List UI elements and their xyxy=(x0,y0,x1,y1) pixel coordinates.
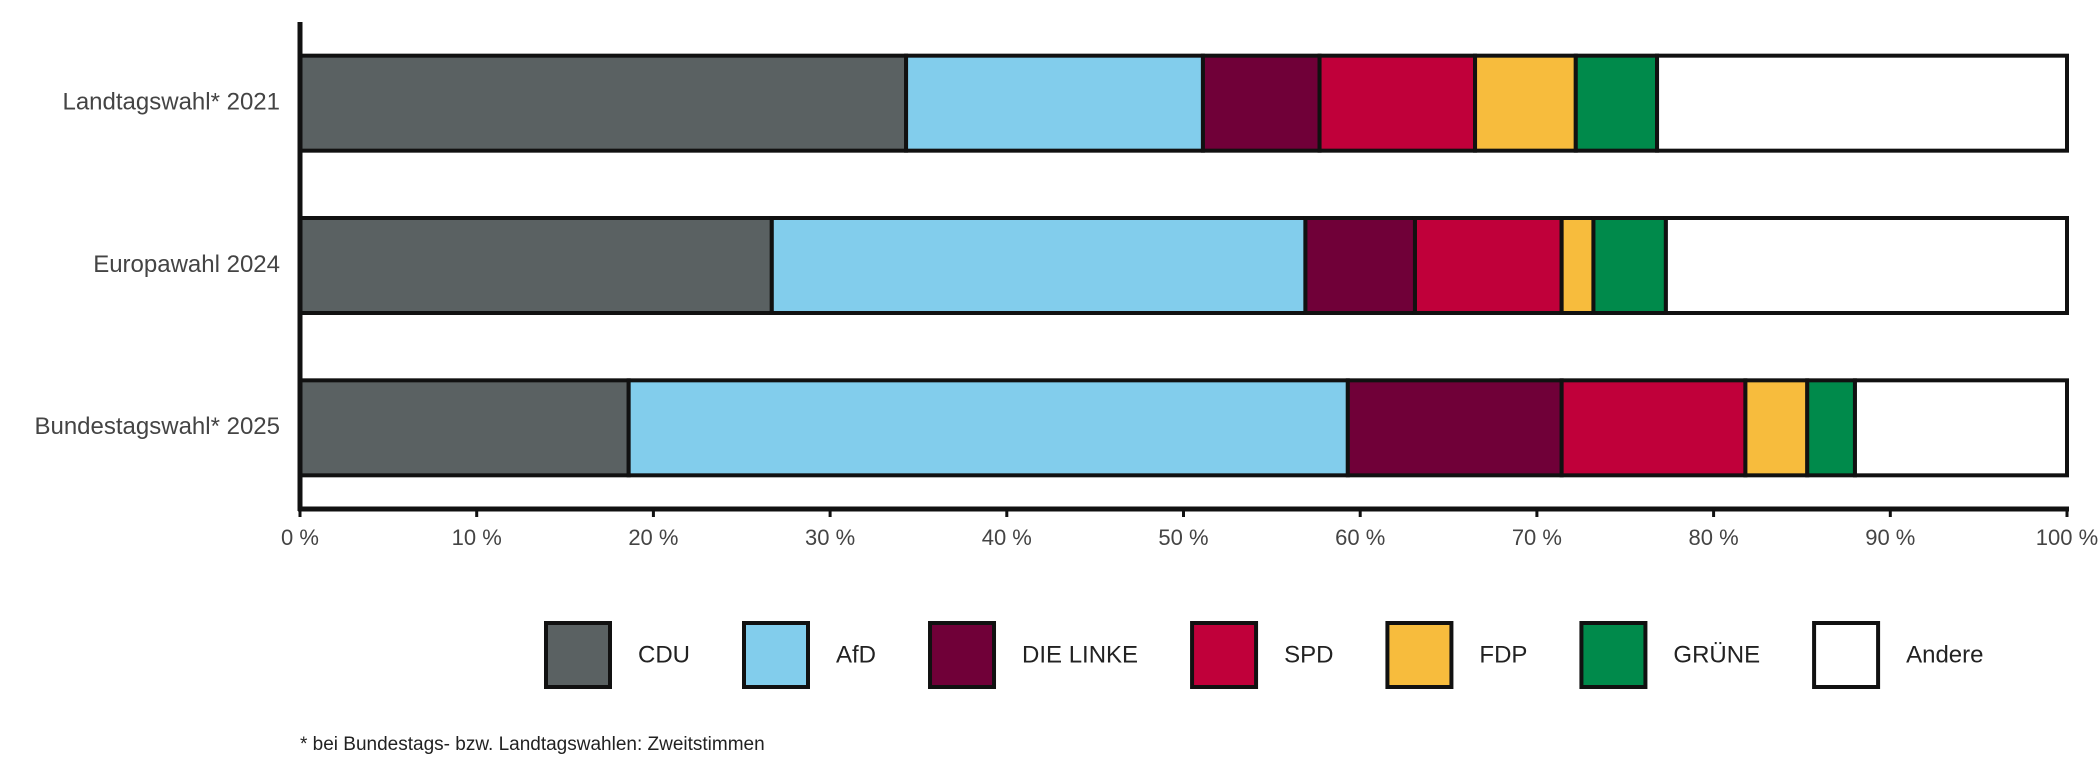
legend-label: FDP xyxy=(1479,641,1527,668)
bar-segment xyxy=(1559,216,1596,315)
legend-label: GRÜNE xyxy=(1673,641,1760,668)
x-tick-label: 50 % xyxy=(1158,525,1208,550)
legend-swatch xyxy=(1385,621,1454,689)
bar-segment xyxy=(1317,53,1478,153)
legend-swatch xyxy=(544,621,612,689)
x-tick-label: 60 % xyxy=(1335,525,1385,550)
category-label: Europawahl 2024 xyxy=(93,251,280,278)
footnote: * bei Bundestags- bzw. Landtagswahlen: Z… xyxy=(300,734,765,755)
category-label: Landtagswahl* 2021 xyxy=(62,89,280,116)
legend-label: Andere xyxy=(1906,641,1983,668)
x-tick-label: 90 % xyxy=(1865,525,1915,550)
bar-segment xyxy=(1655,53,2070,153)
legend-swatch xyxy=(1579,621,1648,689)
x-tick-label: 0 % xyxy=(281,525,319,550)
bar-segment xyxy=(1852,378,2069,478)
x-tick-label: 10 % xyxy=(452,525,502,550)
x-tick-label: 70 % xyxy=(1512,525,1562,550)
x-tick-label: 20 % xyxy=(628,525,678,550)
legend-label: SPD xyxy=(1284,641,1333,668)
bar-segment xyxy=(298,378,631,478)
bar-segment xyxy=(298,53,909,153)
category-label: Bundestagswahl* 2025 xyxy=(34,413,280,440)
bar-segment xyxy=(626,378,1350,478)
bar-segment xyxy=(1200,53,1322,153)
bar-segment xyxy=(1473,53,1578,153)
x-tick-label: 100 % xyxy=(2036,525,2098,550)
bar-segment xyxy=(1559,378,1748,478)
bar-segment xyxy=(1573,53,1660,153)
legend-label: CDU xyxy=(638,641,690,668)
bar-segment xyxy=(1303,216,1417,315)
bar-segment xyxy=(298,216,774,315)
legend-swatch xyxy=(1812,621,1881,689)
bar-segment xyxy=(1591,216,1668,315)
legend-swatch xyxy=(1190,621,1259,689)
bar-segment xyxy=(1743,378,1810,478)
bar-segment xyxy=(904,53,1205,153)
legend-label: AfD xyxy=(836,641,876,668)
bar-segment xyxy=(1805,378,1857,478)
legend-swatch xyxy=(742,621,810,689)
legend-swatch xyxy=(928,621,997,689)
bar-segment xyxy=(1663,216,2069,315)
bar-segment xyxy=(769,216,1308,315)
x-tick-label: 40 % xyxy=(982,525,1032,550)
x-tick-label: 80 % xyxy=(1689,525,1739,550)
bar-segment xyxy=(1412,216,1564,315)
x-tick-label: 30 % xyxy=(805,525,855,550)
bar-segment xyxy=(1345,378,1564,478)
legend-label: DIE LINKE xyxy=(1022,641,1138,668)
